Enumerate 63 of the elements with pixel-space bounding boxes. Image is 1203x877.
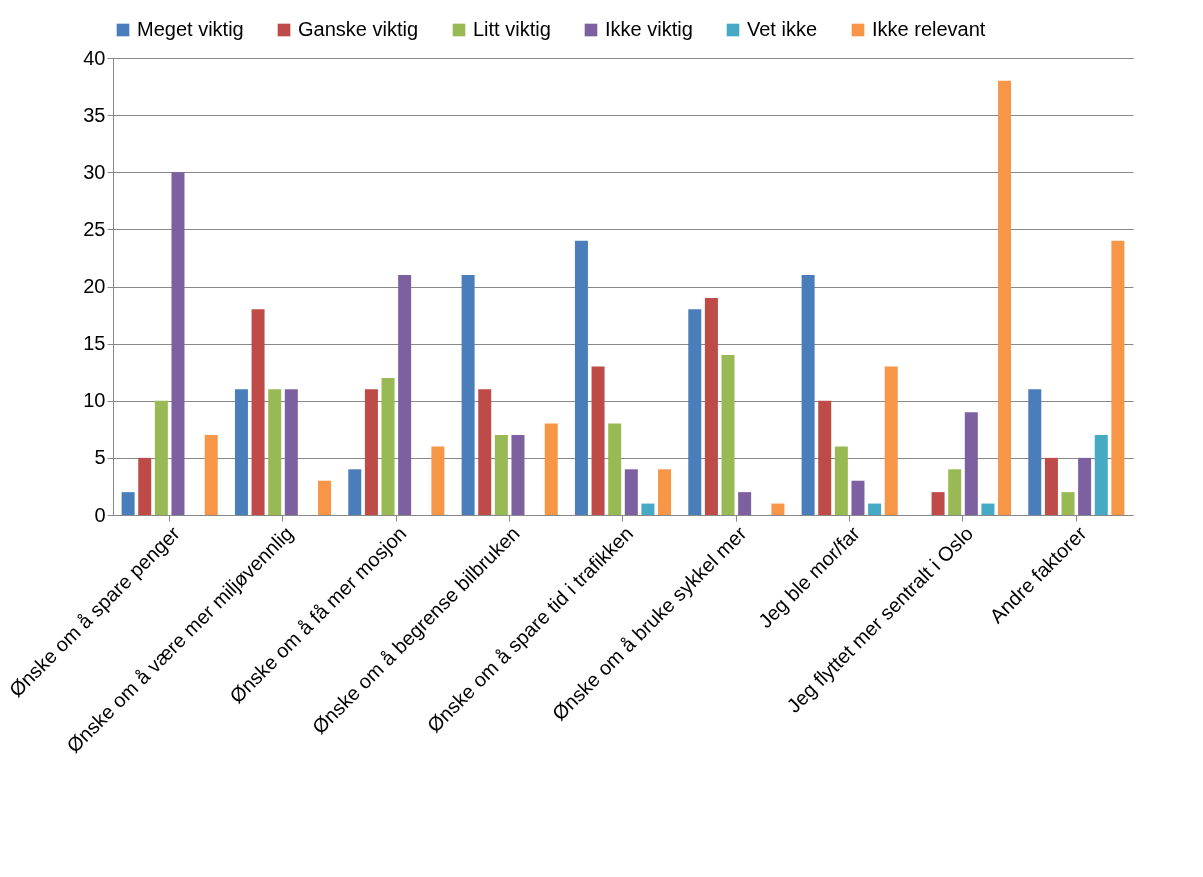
bar bbox=[624, 469, 638, 515]
y-tick-label: 10 bbox=[83, 389, 106, 412]
bar bbox=[738, 492, 752, 515]
bar bbox=[1044, 457, 1058, 515]
bar bbox=[1078, 457, 1092, 515]
bar bbox=[721, 355, 735, 515]
bar bbox=[284, 389, 298, 515]
bar bbox=[1061, 492, 1075, 515]
bar bbox=[364, 389, 378, 515]
y-tick-label: 20 bbox=[83, 275, 106, 297]
bar bbox=[608, 423, 622, 515]
legend-label: Ikke viktig bbox=[605, 18, 693, 40]
bar bbox=[964, 412, 978, 515]
bar bbox=[171, 172, 185, 515]
bar bbox=[688, 309, 702, 515]
bar bbox=[658, 469, 672, 515]
bar bbox=[204, 435, 218, 515]
bar bbox=[1111, 240, 1125, 515]
bar bbox=[268, 389, 282, 515]
bar bbox=[771, 503, 785, 515]
legend-label: Litt viktig bbox=[473, 18, 551, 40]
bar bbox=[398, 275, 412, 515]
legend-label: Vet ikke bbox=[747, 18, 818, 40]
bar bbox=[494, 435, 508, 515]
y-tick-label: 15 bbox=[83, 332, 106, 355]
bar bbox=[981, 503, 995, 515]
bar bbox=[348, 469, 362, 515]
y-tick-label: 40 bbox=[83, 46, 106, 69]
bar bbox=[234, 389, 248, 515]
bar bbox=[574, 240, 588, 515]
legend-label: Ganske viktig bbox=[298, 18, 419, 40]
bar bbox=[544, 423, 558, 515]
bar bbox=[431, 446, 445, 515]
y-tick-label: 25 bbox=[83, 217, 106, 240]
bar bbox=[461, 275, 475, 515]
bar bbox=[834, 446, 848, 515]
bar bbox=[884, 366, 898, 515]
bar bbox=[868, 503, 882, 515]
bar bbox=[251, 309, 265, 515]
legend-label: Meget viktig bbox=[137, 18, 244, 40]
bar bbox=[121, 492, 135, 515]
bar bbox=[948, 469, 962, 515]
bar bbox=[511, 435, 525, 515]
bar bbox=[931, 492, 945, 515]
legend-label: Ikke relevant bbox=[872, 18, 986, 40]
y-tick-label: 30 bbox=[83, 160, 106, 183]
bar bbox=[998, 80, 1012, 515]
y-tick-label: 5 bbox=[94, 446, 106, 469]
bar bbox=[154, 400, 168, 515]
bar bbox=[1028, 389, 1042, 515]
bar bbox=[851, 480, 865, 515]
bar bbox=[318, 480, 332, 515]
y-tick-label: 35 bbox=[83, 103, 106, 126]
bar bbox=[818, 400, 832, 515]
bar bbox=[381, 377, 395, 515]
bar bbox=[801, 275, 815, 515]
bar bbox=[704, 297, 718, 515]
bar bbox=[478, 389, 492, 515]
bar bbox=[591, 366, 605, 515]
y-tick-label: 0 bbox=[94, 503, 106, 526]
bar bbox=[1094, 435, 1108, 515]
bar bbox=[641, 503, 655, 515]
bar bbox=[138, 457, 152, 515]
